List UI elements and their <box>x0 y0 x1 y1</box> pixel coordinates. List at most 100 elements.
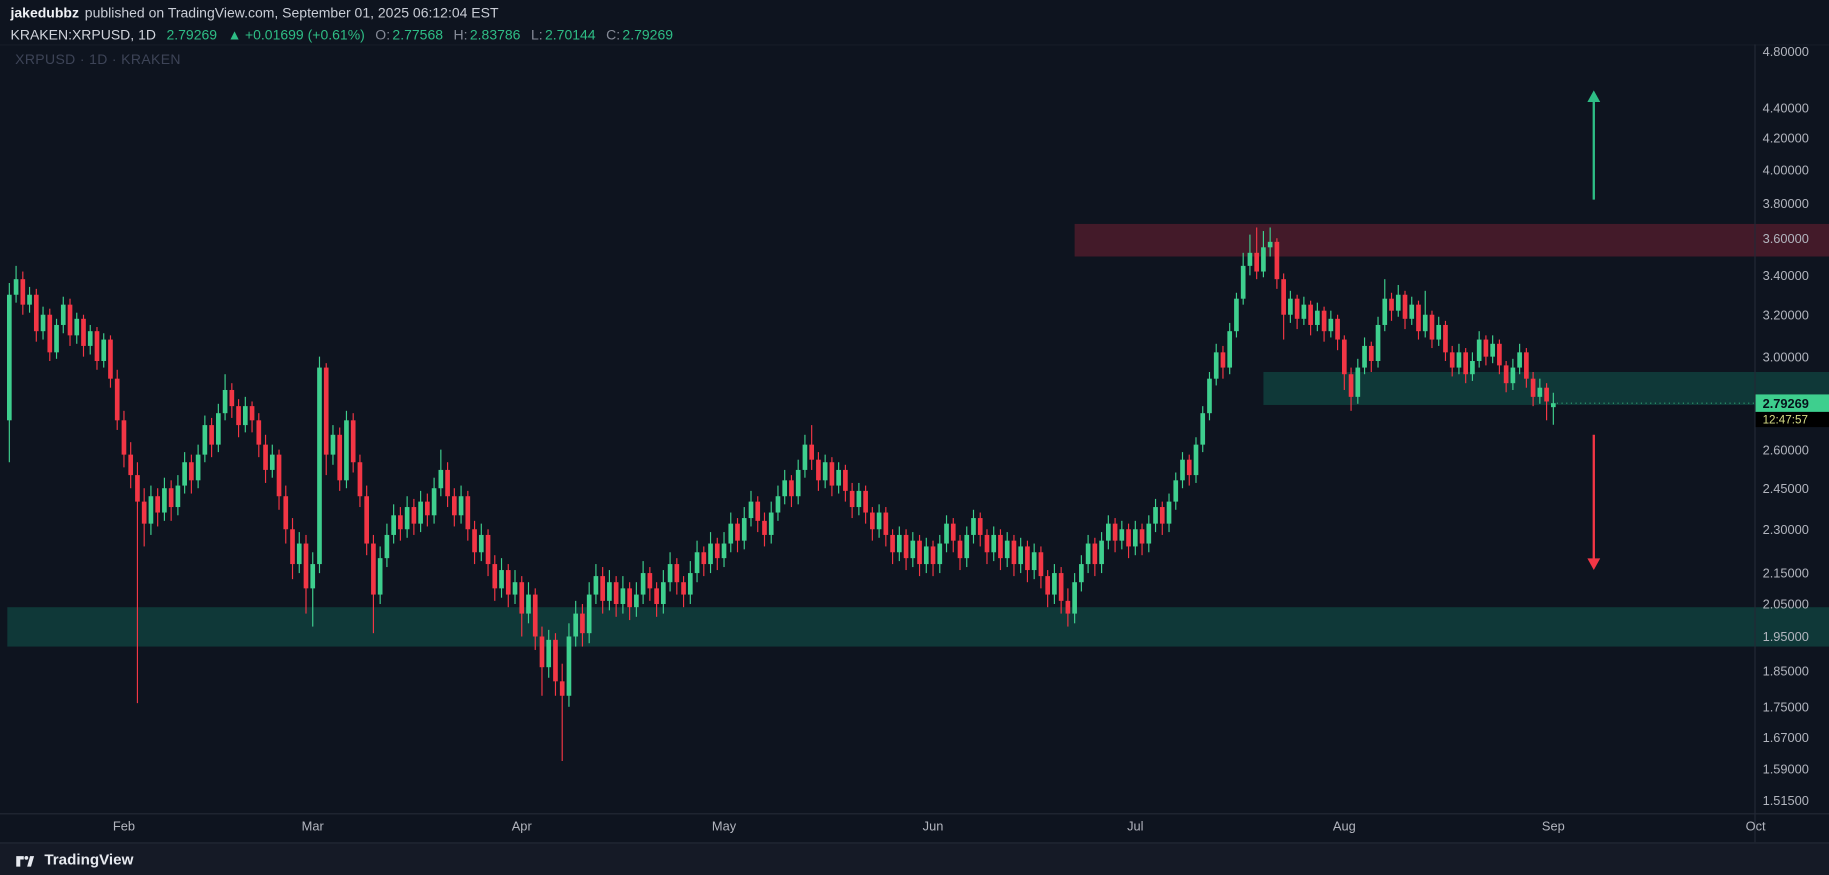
last-price: 2.79269 <box>166 26 218 43</box>
time-tick-label: Jun <box>923 819 944 834</box>
price-tick-label: 2.45000 <box>1763 481 1809 496</box>
candle <box>229 389 235 407</box>
publisher-username[interactable]: jakedubbz <box>10 4 79 22</box>
candle <box>1065 600 1071 614</box>
candle <box>1308 304 1313 325</box>
candle <box>634 594 639 608</box>
candle <box>1402 294 1408 319</box>
candle <box>728 523 734 544</box>
candle <box>263 444 268 470</box>
candle <box>735 523 740 541</box>
candle <box>1072 582 1077 614</box>
bearish-projection-arrow[interactable] <box>1587 434 1601 571</box>
candle <box>998 534 1003 559</box>
candle <box>674 564 680 583</box>
candle <box>492 564 498 589</box>
close-label: C: <box>606 26 621 43</box>
candle <box>242 406 248 426</box>
candle <box>1132 529 1138 547</box>
candle <box>708 543 713 565</box>
candle <box>175 485 181 508</box>
candle <box>1382 298 1388 325</box>
candle <box>1503 365 1509 384</box>
candle <box>364 496 370 544</box>
candle <box>216 413 221 445</box>
candle <box>209 425 214 445</box>
candle <box>1288 298 1293 315</box>
candle <box>485 534 491 565</box>
price-tick-label: 1.59000 <box>1763 762 1809 777</box>
candle <box>917 540 922 565</box>
candle <box>896 534 902 553</box>
candle <box>661 582 666 605</box>
time-tick-label: Mar <box>302 819 325 834</box>
candle <box>1368 345 1374 362</box>
candle <box>13 279 19 295</box>
candle <box>269 454 275 470</box>
price-axis[interactable]: 4.80000 4.40000 4.20000 4.00000 3.80000 3.600… <box>1763 44 1809 808</box>
candle <box>1429 314 1435 340</box>
candle <box>1153 507 1158 524</box>
candle <box>168 488 174 508</box>
price-tick-label: 2.30000 <box>1763 522 1809 537</box>
candle <box>1038 552 1044 577</box>
candle <box>1079 564 1084 583</box>
candle <box>1497 343 1502 366</box>
candle <box>957 540 963 559</box>
candle <box>1321 310 1327 332</box>
price-tick-label: 4.20000 <box>1763 131 1809 146</box>
time-tick-label: Jul <box>1127 819 1143 834</box>
candle <box>135 475 140 502</box>
candle <box>600 576 605 601</box>
candle <box>1186 459 1192 476</box>
candle <box>54 324 59 353</box>
resistance-zone[interactable] <box>1074 223 1829 257</box>
bullish-projection-arrow[interactable] <box>1587 90 1601 200</box>
candles-layer <box>6 227 1556 761</box>
candle <box>296 543 302 565</box>
candle <box>714 543 720 559</box>
price-tick-label: 3.40000 <box>1763 268 1809 283</box>
candle <box>1301 304 1307 319</box>
candle <box>1490 343 1495 357</box>
candle <box>701 552 707 565</box>
candle <box>654 588 659 605</box>
candle <box>681 582 686 595</box>
candle <box>27 294 32 305</box>
zones-layer[interactable] <box>7 223 1829 647</box>
candle <box>1180 459 1185 481</box>
tradingview-brand[interactable]: TradingView <box>44 850 134 869</box>
candle <box>687 573 693 595</box>
candle <box>1517 352 1522 368</box>
candle <box>33 294 39 332</box>
candle <box>775 496 781 513</box>
countdown-text: 12:47:57 <box>1763 414 1808 427</box>
candle <box>816 459 821 481</box>
candle <box>1416 304 1421 332</box>
time-axis[interactable]: Feb Mar Apr May Jun Jul Aug Sep Oct <box>113 819 1766 834</box>
tradingview-logo-icon[interactable] <box>14 849 35 870</box>
up-triangle-icon: ▲ <box>227 26 242 43</box>
price-tick-label: 3.20000 <box>1763 307 1809 322</box>
candle <box>944 523 949 544</box>
candle <box>256 420 262 445</box>
open-value: O: 2.77568 <box>375 26 443 42</box>
candle <box>1166 501 1172 524</box>
change-value: +0.01699 (+0.61%) <box>244 26 365 43</box>
candle <box>1463 352 1469 375</box>
candle <box>1456 352 1462 368</box>
price-tick-label: 1.75000 <box>1763 699 1809 714</box>
chart-canvas[interactable]: 4.80000 4.40000 4.20000 4.00000 3.80000 3.600… <box>0 0 1829 843</box>
candle <box>337 434 343 481</box>
low-label: L: <box>530 26 543 43</box>
symbol-title[interactable]: KRAKEN:XRPUSD, 1D <box>10 26 156 43</box>
candle <box>404 507 410 530</box>
candle <box>977 518 983 535</box>
candle <box>553 639 558 682</box>
candle <box>371 543 376 595</box>
candle <box>607 582 612 601</box>
candle <box>236 406 241 426</box>
candle <box>108 339 113 379</box>
lower-support-zone[interactable] <box>7 607 1829 647</box>
candle <box>202 425 208 455</box>
